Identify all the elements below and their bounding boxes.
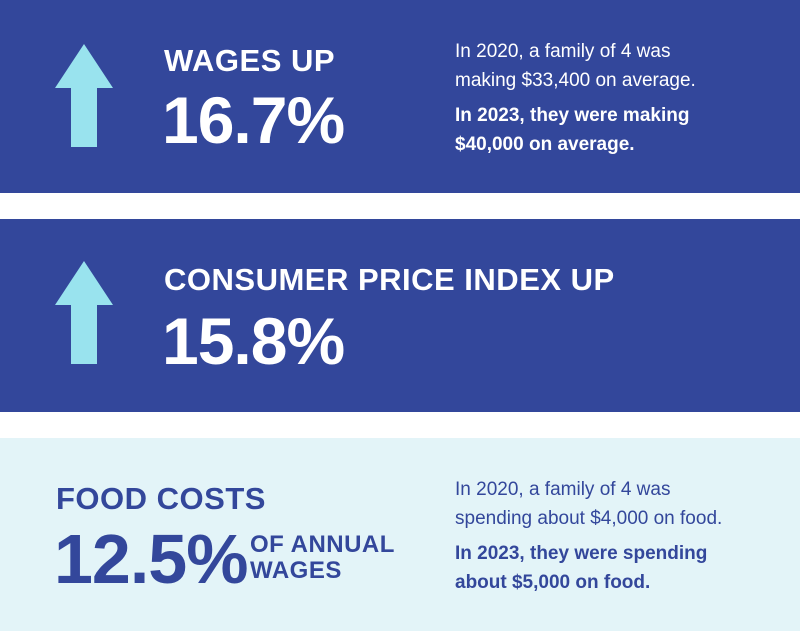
wages-desc-line-2: making $33,400 on average. — [455, 70, 696, 91]
food-desc-bold-2: about $5,000 on food. — [455, 572, 651, 593]
wages-desc-bold-1: In 2023, they were making — [455, 105, 690, 126]
food-suffix-line-2: WAGES — [250, 557, 342, 584]
wages-desc-bold-2: $40,000 on average. — [455, 134, 635, 155]
food-desc-bold-1: In 2023, they were spending — [455, 543, 708, 564]
wages-description: In 2020, a family of 4 was making $33,40… — [455, 37, 785, 159]
food-panel: FOOD COSTS 12.5% OF ANNUAL WAGES In 2020… — [0, 438, 800, 631]
wages-desc-line-1: In 2020, a family of 4 was — [455, 41, 671, 62]
arrow-up-icon — [55, 44, 113, 147]
food-suffix-line-1: OF ANNUAL — [250, 531, 395, 558]
wages-percent: 16.7% — [162, 83, 345, 157]
arrow-up-icon — [55, 261, 113, 364]
food-percent-suffix: OF ANNUAL WAGES — [250, 532, 395, 584]
cpi-heading: CONSUMER PRICE INDEX UP — [164, 262, 615, 297]
food-percent: 12.5% — [54, 520, 248, 598]
wages-heading: WAGES UP — [164, 43, 336, 78]
cpi-percent: 15.8% — [162, 304, 345, 378]
wages-panel: WAGES UP 16.7% In 2020, a family of 4 wa… — [0, 0, 800, 193]
cpi-panel: CONSUMER PRICE INDEX UP 15.8% — [0, 219, 800, 412]
food-desc-line-1: In 2020, a family of 4 was — [455, 479, 671, 500]
food-heading: FOOD COSTS — [56, 481, 266, 516]
food-description: In 2020, a family of 4 was spending abou… — [455, 475, 785, 597]
food-desc-line-2: spending about $4,000 on food. — [455, 508, 723, 529]
